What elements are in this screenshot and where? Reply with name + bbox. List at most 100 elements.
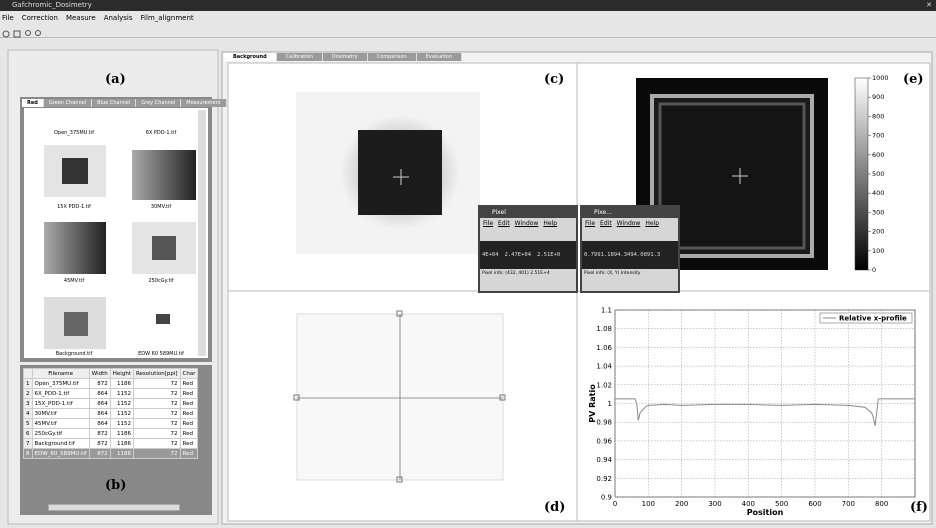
menu-item[interactable]: Correction [22,12,58,24]
menu-item[interactable]: Window [515,220,539,227]
menu-item[interactable]: Help [543,220,557,227]
table-cell: 1152 [110,399,133,409]
table-cell: 30MV.tif [32,409,89,419]
table-cell: 72 [133,399,180,409]
menu-item[interactable]: Help [645,220,659,227]
x-tick-label: 300 [708,500,721,508]
table-cell: 1152 [110,409,133,419]
table-cell: 1152 [110,389,133,399]
y-tick-label: 0.94 [596,456,612,464]
x-tick-label: 100 [642,500,655,508]
close-button[interactable]: ✕ [926,0,932,11]
table-cell: 864 [89,409,110,419]
thumb-caption[interactable]: 30MV.tif [131,204,191,210]
table-cell: Background.tif [32,439,89,449]
colorbar-label: 400 [872,189,884,197]
channel-tab[interactable]: Green Channel [44,99,92,107]
main-tab[interactable]: Calibration [277,53,323,61]
table-cell: EDW_60_589MU.tif [32,449,89,459]
thumb-caption[interactable]: 6X PDD-1.tif [131,130,191,136]
menu-bar: File Correction Measure Analysis Film_alignm… [0,12,936,24]
profile-chart: 0.90.920.940.960.9811.021.041.061.081.10… [588,307,915,518]
menu-item[interactable]: Measure [66,12,96,24]
table-cell: 15X_PDD-1.tif [32,399,89,409]
table-cell: Red [180,409,198,419]
colorbar-label: 200 [872,228,884,236]
menu-item[interactable]: Edit [498,220,510,227]
y-tick-label: 0.9 [601,494,612,502]
thumb-caption[interactable]: Open_375MU.tif [44,130,104,136]
window-title: Gafchromic_Dosimetry [0,1,92,9]
thumb-caption[interactable]: 15X PDD-1.tif [44,204,104,210]
channel-tab[interactable]: Blue Channel [92,99,136,107]
menu-item[interactable]: Analysis [104,12,133,24]
y-tick-label: 0.98 [596,419,612,427]
channel-tab[interactable]: Measurement [181,99,226,107]
table-cell: 45MV.tif [32,419,89,429]
table-cell: 872 [89,379,110,389]
x-tick-label: 700 [842,500,855,508]
table-cell: Red [180,419,198,429]
menu-item[interactable]: Window [617,220,641,227]
table-cell: Open_375MU.tif [32,379,89,389]
table-wrap: FilenameWidthHeightResolution[ppi]Char1O… [23,368,209,468]
window-menu: File Edit Window Help [582,218,678,229]
panel-label: (b) [105,478,126,493]
menu-item[interactable]: File [585,220,595,227]
colorbar-label: 900 [872,93,884,101]
pixel-values: 4E+042.47E+042.51E+0 [480,241,576,269]
tool-icon[interactable] [26,31,31,36]
x-tick-label: 400 [742,500,755,508]
menu-item[interactable]: Edit [600,220,612,227]
menu-item[interactable]: File [483,220,493,227]
colorbar-label: 0 [872,266,876,274]
x-tick-label: 500 [775,500,788,508]
colorbar-label: 600 [872,151,884,159]
table-cell: 250cGy.tif [32,429,89,439]
table-cell: 4 [24,409,33,419]
tool-icon[interactable] [3,31,9,37]
menu-item[interactable]: Film_alignment [141,12,194,24]
y-tick-label: 1.08 [596,325,612,333]
table-cell: 72 [133,429,180,439]
channel-tab[interactable]: Red [22,99,44,107]
table-cell: Red [180,449,198,459]
y-tick-label: 1.02 [596,381,612,389]
table-cell: Red [180,379,198,389]
tool-icon[interactable] [14,31,20,37]
h-scrollbar [48,504,180,511]
thumb-caption[interactable]: Background.tif [44,351,104,357]
thumb-caption[interactable]: 45MV.tif [44,278,104,284]
header-cell: Resolution[ppi] [133,369,180,379]
table-cell: Red [180,429,198,439]
colorbar-label: 700 [872,132,884,140]
title-bar: Gafchromic_Dosimetry ✕ [0,0,936,11]
table-cell: 5 [24,419,33,429]
thumb-caption[interactable]: 250cGy.tif [131,278,191,284]
main-tab[interactable]: Dosimetry [323,53,368,61]
table-cell: 72 [133,409,180,419]
table-cell: 872 [89,429,110,439]
table-cell: 1186 [110,439,133,449]
channel-tab[interactable]: Grey Channel [136,99,181,107]
main-tab[interactable]: Evaluation [417,53,462,61]
thumb-caption[interactable]: EDW 60 589MU.tif [131,351,191,357]
file-table: FilenameWidthHeightResolution[ppi]Char1O… [23,368,198,459]
y-tick-label: 1.06 [596,344,612,352]
colorbar-label: 100 [872,247,884,255]
main-tab[interactable]: Background [224,53,277,61]
main-tab[interactable]: Comparison [368,53,417,61]
film-field [358,130,442,215]
tool-icon[interactable] [36,31,41,36]
menu-item[interactable]: File [2,12,14,24]
